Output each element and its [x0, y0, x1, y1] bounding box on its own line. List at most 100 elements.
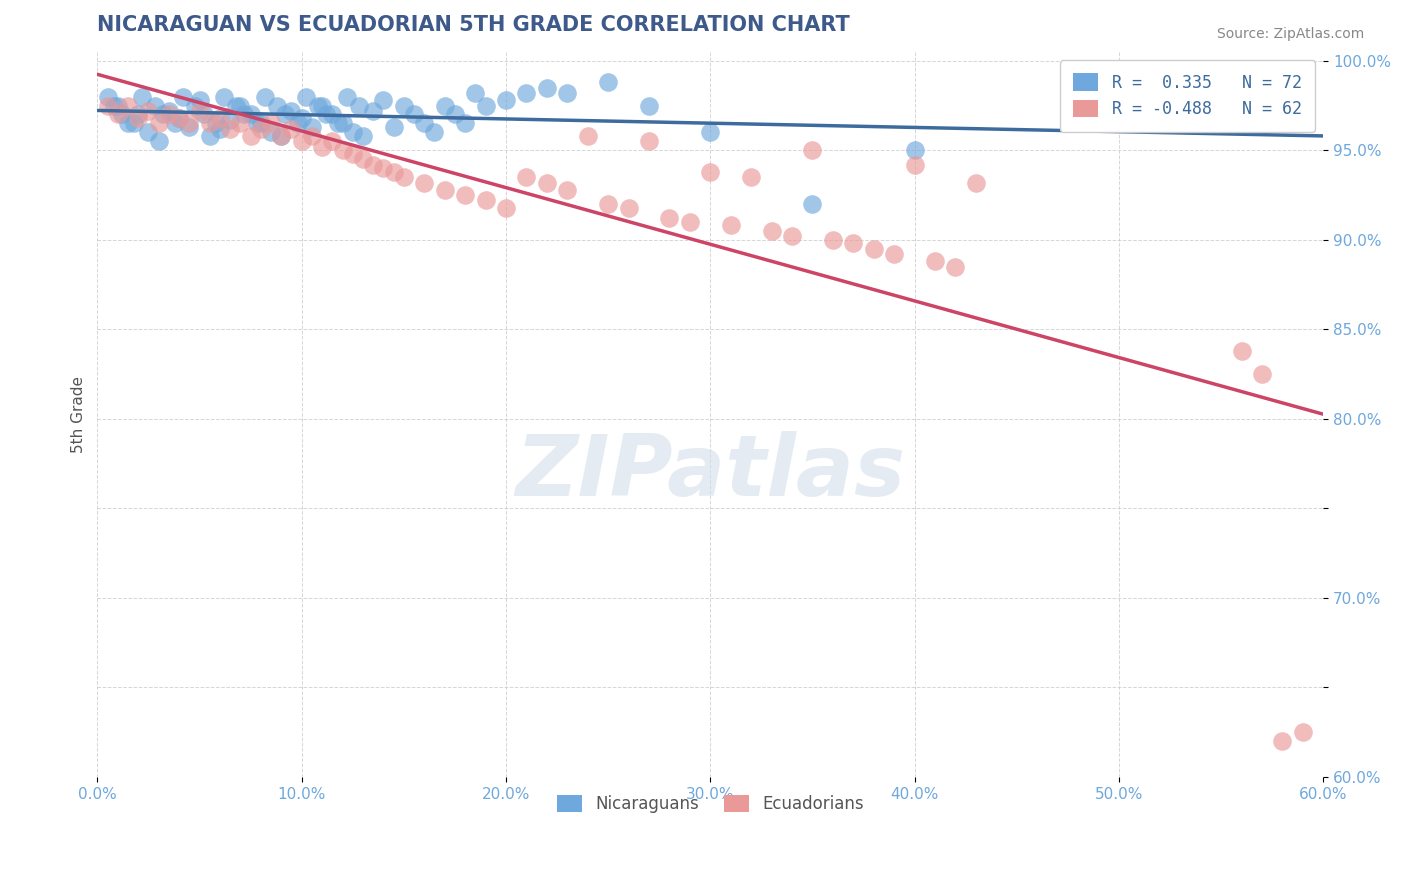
Point	[342, 147, 364, 161]
Point	[495, 201, 517, 215]
Point	[413, 116, 436, 130]
Point	[157, 107, 180, 121]
Point	[761, 224, 783, 238]
Point	[239, 107, 262, 121]
Point	[862, 242, 884, 256]
Point	[904, 158, 927, 172]
Point	[280, 121, 302, 136]
Point	[311, 139, 333, 153]
Point	[117, 98, 139, 112]
Point	[352, 128, 374, 143]
Point	[152, 107, 174, 121]
Point	[883, 247, 905, 261]
Point	[382, 120, 405, 134]
Point	[945, 260, 967, 274]
Point	[179, 120, 201, 134]
Point	[413, 176, 436, 190]
Point	[179, 116, 201, 130]
Point	[555, 86, 578, 100]
Point	[188, 93, 211, 107]
Point	[107, 107, 129, 121]
Point	[699, 165, 721, 179]
Point	[965, 176, 987, 190]
Point	[373, 93, 395, 107]
Point	[474, 194, 496, 208]
Point	[352, 153, 374, 167]
Point	[576, 128, 599, 143]
Point	[127, 107, 149, 121]
Point	[638, 98, 661, 112]
Point	[205, 116, 228, 130]
Point	[454, 188, 477, 202]
Point	[138, 125, 160, 139]
Point	[1251, 367, 1274, 381]
Point	[515, 170, 537, 185]
Point	[148, 116, 170, 130]
Point	[249, 121, 271, 136]
Text: Source: ZipAtlas.com: Source: ZipAtlas.com	[1216, 27, 1364, 41]
Point	[301, 128, 323, 143]
Point	[270, 128, 292, 143]
Point	[280, 103, 302, 118]
Point	[321, 107, 343, 121]
Point	[143, 98, 166, 112]
Point	[291, 111, 314, 125]
Point	[219, 121, 242, 136]
Point	[924, 254, 946, 268]
Point	[103, 98, 125, 112]
Point	[444, 107, 467, 121]
Point	[332, 116, 354, 130]
Point	[131, 89, 153, 103]
Point	[138, 103, 160, 118]
Point	[464, 86, 486, 100]
Point	[423, 125, 446, 139]
Point	[332, 143, 354, 157]
Y-axis label: 5th Grade: 5th Grade	[72, 376, 86, 453]
Point	[117, 116, 139, 130]
Point	[301, 120, 323, 134]
Point	[291, 134, 314, 148]
Point	[208, 111, 231, 125]
Point	[495, 93, 517, 107]
Point	[392, 170, 415, 185]
Point	[229, 116, 252, 130]
Point	[127, 111, 149, 125]
Point	[321, 134, 343, 148]
Point	[287, 116, 309, 130]
Point	[328, 116, 350, 130]
Legend: Nicaraguans, Ecuadorians: Nicaraguans, Ecuadorians	[544, 781, 877, 827]
Point	[555, 183, 578, 197]
Point	[536, 176, 558, 190]
Point	[270, 128, 292, 143]
Point	[97, 98, 120, 112]
Point	[193, 107, 215, 121]
Point	[720, 219, 742, 233]
Point	[392, 98, 415, 112]
Point	[260, 125, 283, 139]
Point	[188, 103, 211, 118]
Point	[198, 128, 221, 143]
Point	[172, 89, 194, 103]
Point	[336, 89, 359, 103]
Point	[454, 116, 477, 130]
Point	[274, 107, 297, 121]
Point	[361, 103, 384, 118]
Point	[311, 98, 333, 112]
Point	[260, 116, 283, 130]
Point	[780, 229, 803, 244]
Point	[246, 116, 269, 130]
Point	[801, 197, 824, 211]
Point	[184, 98, 207, 112]
Point	[617, 201, 640, 215]
Point	[157, 103, 180, 118]
Point	[904, 143, 927, 157]
Point	[315, 107, 337, 121]
Point	[229, 98, 252, 112]
Point	[821, 233, 844, 247]
Point	[208, 121, 231, 136]
Point	[1271, 734, 1294, 748]
Point	[801, 143, 824, 157]
Point	[433, 183, 456, 197]
Point	[294, 89, 316, 103]
Point	[1292, 725, 1315, 739]
